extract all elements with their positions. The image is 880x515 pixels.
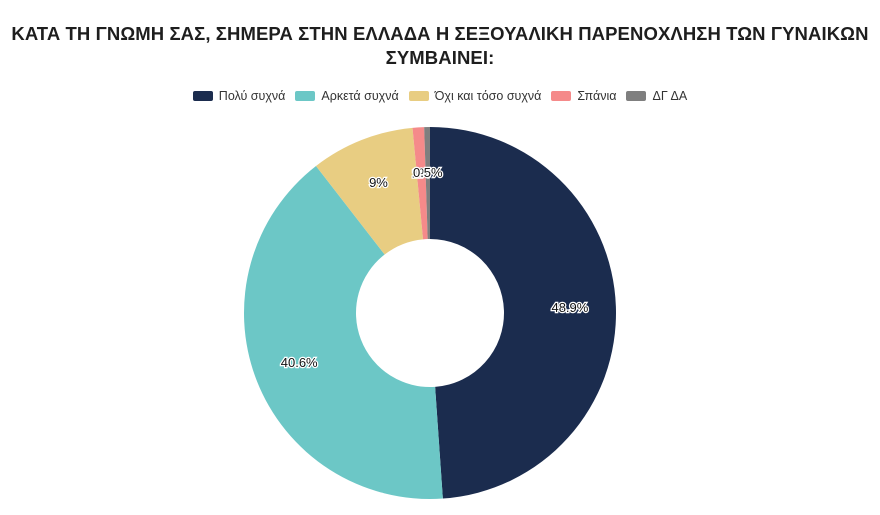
chart-legend: Πολύ συχνά Αρκετά συχνά Όχι και τόσο συχ…: [0, 89, 880, 103]
label-poly-sychna: 48.9%: [551, 300, 588, 315]
label-arketa-sychna: 40.6%: [281, 355, 318, 370]
legend-swatch: [295, 91, 316, 101]
legend-label: Σπάνια: [577, 89, 617, 103]
legend-item-arketa-sychna[interactable]: Αρκετά συχνά: [295, 89, 399, 103]
legend-swatch: [551, 91, 572, 101]
chart-title-line-1: ΚΑΤΑ ΤΗ ΓΝΩΜΗ ΣΑΣ, ΣΗΜΕΡΑ ΣΤΗΝ ΕΛΛΑΔΑ Η …: [11, 23, 869, 44]
legend-item-dg-da[interactable]: ΔΓ ΔΑ: [626, 89, 687, 103]
legend-label: ΔΓ ΔΑ: [652, 89, 688, 103]
donut-slices: [244, 127, 616, 499]
slice-poly-sychna[interactable]: [430, 127, 616, 499]
legend-swatch: [626, 91, 647, 101]
chart-title-line-2: ΣΥΜΒΑΙΝΕΙ:: [385, 47, 495, 68]
label-dg-da: 0.5%: [413, 165, 443, 180]
slice-spania[interactable]: [412, 127, 428, 240]
label-spania: 1%: [412, 165, 431, 180]
legend-swatch: [192, 91, 213, 101]
slice-ochi-kai-toso-sychna[interactable]: [315, 127, 424, 255]
slice-arketa-sychna[interactable]: [244, 166, 443, 499]
legend-label: Αρκετά συχνά: [321, 89, 399, 103]
legend-label: Πολύ συχνά: [218, 89, 286, 103]
legend-item-poly-sychna[interactable]: Πολύ συχνά: [192, 89, 286, 103]
donut-labels: 48.9% 40.6% 9% 1%0.5%: [280, 164, 591, 371]
legend-swatch: [408, 91, 429, 101]
legend-item-spania[interactable]: Σπάνια: [551, 89, 616, 103]
slice-dg-da[interactable]: [424, 127, 430, 240]
legend-item-ochi-kai-toso-sychna[interactable]: Όχι και τόσο συχνά: [408, 89, 542, 103]
chart-title: ΚΑΤΑ ΤΗ ΓΝΩΜΗ ΣΑΣ, ΣΗΜΕΡΑ ΣΤΗΝ ΕΛΛΑΔΑ Η …: [0, 22, 880, 70]
label-ochi-kai-toso-sychna: 9%: [369, 175, 388, 190]
legend-label: Όχι και τόσο συχνά: [434, 89, 542, 103]
